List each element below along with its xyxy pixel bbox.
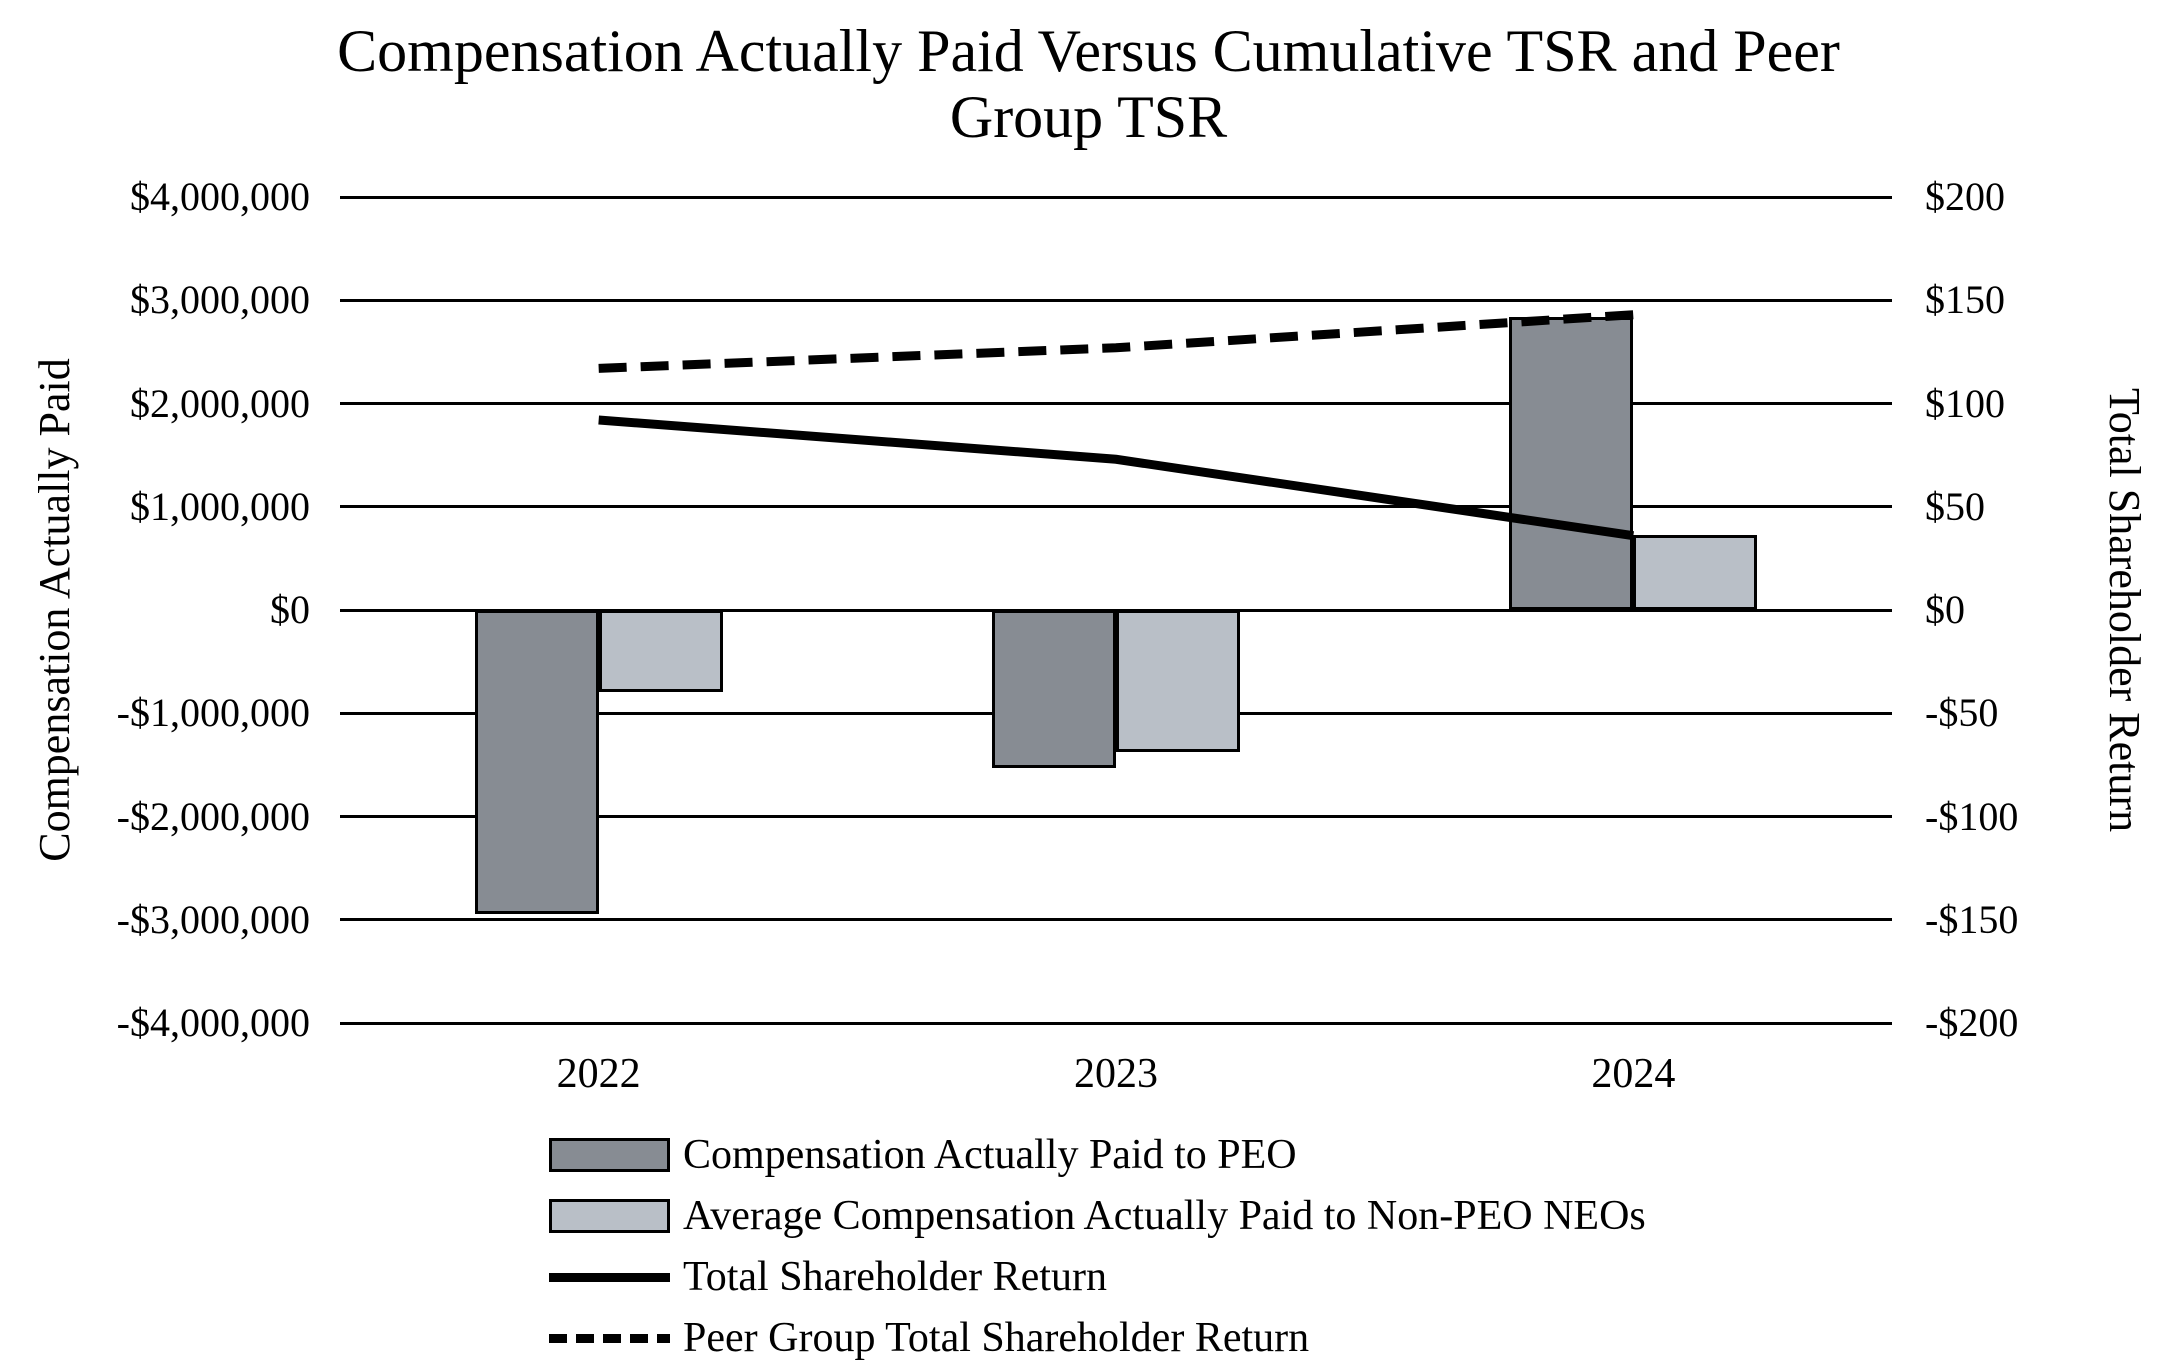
bar-peo-2022 — [474, 610, 599, 914]
y-axis-tick-label-right: -$150 — [1925, 896, 2019, 942]
y-axis-tick-label-left: -$2,000,000 — [116, 793, 310, 839]
gridline — [340, 505, 1892, 509]
y-axis-tick-label-right: $200 — [1925, 174, 2005, 219]
y-axis-tick-label-left: $2,000,000 — [130, 380, 310, 426]
gridline — [340, 815, 1892, 818]
legend-label-tsr: Total Shareholder Return — [683, 1254, 1107, 1300]
bar-non-peo-2024 — [1633, 534, 1758, 610]
y-axis-tick-label-right: -$50 — [1925, 690, 1999, 736]
y-axis-tick-label-left: $0 — [270, 587, 310, 632]
y-axis-tick-label-right: $150 — [1925, 277, 2005, 323]
bar-peo-2024 — [1509, 316, 1634, 610]
y-axis-tick-label-left: -$1,000,000 — [116, 690, 310, 736]
chart-title-line-2: Group TSR — [949, 84, 1228, 150]
y-axis-tick-label-right: $0 — [1925, 587, 1965, 632]
legend-label-non-peo: Average Compensation Actually Paid to No… — [683, 1193, 1646, 1239]
right-axis-title: Total Shareholder Return — [2100, 387, 2149, 833]
gridline — [340, 1021, 1892, 1025]
bar-non-peo-2023 — [1116, 610, 1240, 753]
gridline — [340, 298, 1892, 302]
chart-title: Compensation Actually Paid Versus Cumula… — [0, 18, 2177, 150]
x-axis-label-2022: 2022 — [556, 1051, 641, 1097]
y-axis-tick-label-right: $100 — [1925, 380, 2005, 426]
y-axis-tick-label-left: -$3,000,000 — [116, 896, 310, 942]
tsr-line-swatch — [549, 1273, 670, 1282]
gridline — [340, 918, 1892, 922]
peo-bar-swatch — [549, 1138, 670, 1172]
legend-label-peo: Compensation Actually Paid to PEO — [683, 1132, 1297, 1178]
y-axis-tick-label-right: $50 — [1925, 483, 1985, 529]
bar-peo-2023 — [992, 610, 1116, 768]
gridline — [340, 195, 1892, 199]
non-peo-bar-swatch — [549, 1199, 670, 1233]
peer-tsr-line-swatch — [549, 1334, 670, 1343]
peer-tsr-line — [598, 310, 1634, 373]
tsr-line — [598, 415, 1634, 541]
bar-non-peo-2022 — [598, 610, 723, 692]
x-axis-label-2023: 2023 — [1074, 1051, 1158, 1097]
y-axis-tick-label-left: $1,000,000 — [130, 483, 310, 529]
chart-title-line-1: Compensation Actually Paid Versus Cumula… — [337, 18, 1840, 84]
y-axis-tick-label-left: $3,000,000 — [130, 277, 310, 323]
gridline — [340, 402, 1892, 405]
y-axis-tick-label-right: -$200 — [1925, 1000, 2019, 1045]
y-axis-tick-label-left: -$4,000,000 — [116, 1000, 310, 1045]
y-axis-tick-label-right: -$100 — [1925, 793, 2019, 839]
legend-label-peer-tsr: Peer Group Total Shareholder Return — [683, 1315, 1310, 1361]
x-axis-label-2024: 2024 — [1591, 1051, 1676, 1097]
y-axis-tick-label-left: $4,000,000 — [130, 174, 310, 219]
